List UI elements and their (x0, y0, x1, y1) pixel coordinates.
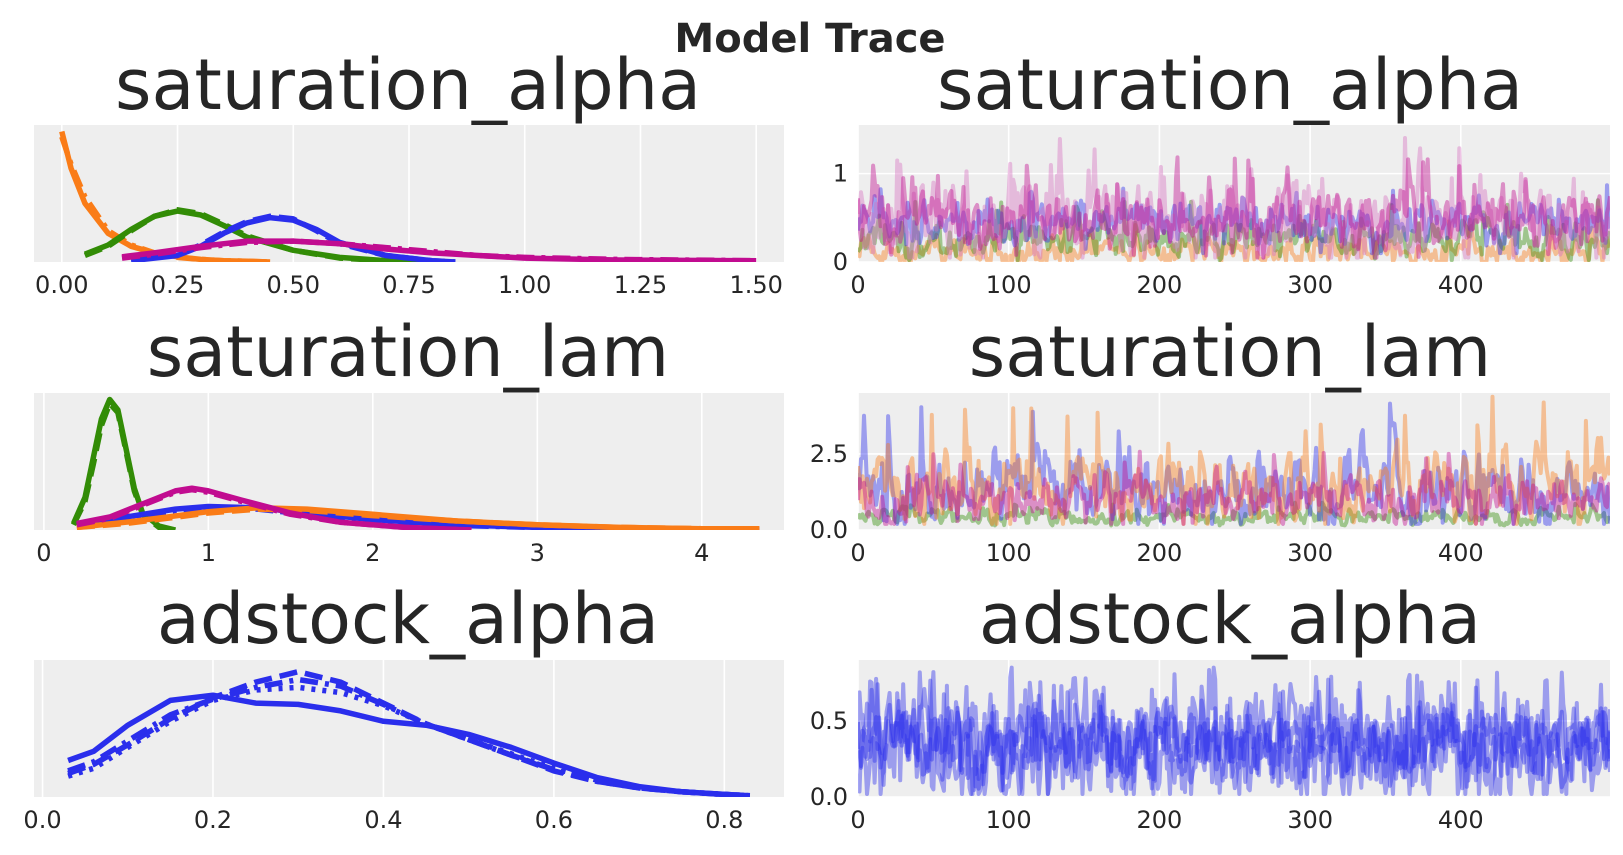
trace-orange (858, 394, 1610, 526)
panel-title-saturation-alpha-density: saturation_alpha (115, 44, 701, 126)
figure-title: Model Trace (674, 16, 945, 62)
x-tick-label: 4 (694, 539, 709, 567)
x-tick-label: 200 (1136, 271, 1182, 299)
trace-orange (858, 217, 1610, 262)
trace-pink (858, 136, 1610, 260)
x-tick-label: 1.50 (730, 271, 783, 299)
x-tick-label: 0.2 (194, 806, 232, 834)
x-tick-label: 0.0 (23, 806, 61, 834)
x-tick-label: 300 (1287, 539, 1333, 567)
x-tick-label: 200 (1136, 806, 1182, 834)
x-tick-label: 200 (1136, 539, 1182, 567)
trace-blue (858, 401, 1610, 526)
panel-title-saturation-alpha-trace: saturation_alpha (937, 44, 1523, 126)
panel-5: 0 100 200 300 400 0.0 0.5 (810, 660, 1610, 834)
x-tick-label: 0 (36, 539, 51, 567)
trace-green (858, 198, 1610, 262)
y-tick-label: 2.5 (810, 440, 848, 468)
series-group (67, 668, 751, 797)
trace-blue (858, 665, 1610, 796)
density-green-dashed (83, 207, 423, 262)
series-group (59, 130, 757, 262)
x-tick-label: 1.00 (498, 271, 551, 299)
y-tick-label: 0 (833, 248, 848, 276)
x-tick-label: 300 (1287, 271, 1333, 299)
panel-title-saturation-lam-density: saturation_lam (147, 311, 669, 393)
trace-blue (858, 670, 1610, 796)
x-tick-label: 1.25 (614, 271, 667, 299)
x-tick-label: 100 (986, 539, 1032, 567)
x-tick-label: 0.4 (364, 806, 402, 834)
series-group (858, 136, 1610, 262)
density-orange-dashed (76, 506, 760, 530)
x-tick-label: 400 (1438, 271, 1484, 299)
y-tick-label: 0.0 (810, 516, 848, 544)
x-tick-label: 0 (850, 539, 865, 567)
plot-area (34, 393, 784, 530)
y-tick-label: 0.5 (810, 707, 848, 735)
trace-blue (858, 183, 1610, 256)
panel-title-saturation-lam-trace: saturation_lam (969, 311, 1491, 393)
x-tick-label: 3 (530, 539, 545, 567)
plot-area (858, 393, 1610, 530)
x-tick-label: 0.00 (35, 271, 88, 299)
panel-1: 0 100 200 300 400 0 1 (833, 125, 1610, 299)
x-tick-label: 300 (1287, 806, 1333, 834)
panel-title-adstock-alpha-density: adstock_alpha (157, 578, 659, 660)
density-magenta-dashdot (121, 238, 757, 262)
x-tick-label: 400 (1438, 806, 1484, 834)
x-tick-label: 0.25 (151, 271, 204, 299)
x-tick-label: 0.6 (535, 806, 573, 834)
x-tick-label: 0.50 (267, 271, 320, 299)
panel-4: 0.0 0.2 0.4 0.6 0.8 (23, 660, 784, 834)
x-tick-label: 0.8 (705, 806, 743, 834)
x-tick-label: 0 (850, 806, 865, 834)
trace-magenta (858, 449, 1610, 526)
x-tick-label: 100 (986, 271, 1032, 299)
panel-0: 0.00 0.25 0.50 0.75 1.00 1.25 1.50 (34, 125, 784, 299)
x-tick-label: 1 (201, 539, 216, 567)
panel-title-adstock-alpha-trace: adstock_alpha (979, 578, 1481, 660)
plot-area (858, 125, 1610, 262)
density-blue-dashdot (67, 676, 751, 797)
x-tick-label: 100 (986, 806, 1032, 834)
x-tick-label: 0.75 (382, 271, 435, 299)
plot-area (858, 660, 1610, 797)
series-group (70, 396, 760, 530)
trace-magenta (858, 155, 1610, 260)
panel-3: 0 100 200 300 400 0.0 2.5 (810, 393, 1610, 567)
series-group (858, 665, 1610, 796)
y-tick-label: 1 (833, 160, 848, 188)
plot-area (34, 660, 784, 797)
trace-blue (858, 670, 1610, 796)
x-tick-label: 0 (850, 271, 865, 299)
density-blue-dashdot (76, 505, 760, 530)
trace-green (858, 500, 1610, 528)
y-tick-label: 0.0 (810, 783, 848, 811)
panels: 0.00 0.25 0.50 0.75 1.00 1.25 1.50 0 100 200 300 40… (23, 125, 1610, 834)
x-tick-label: 400 (1438, 539, 1484, 567)
density-magenta-dashdot (76, 486, 472, 530)
trace-blue (858, 672, 1610, 796)
panel-2: 0 1 2 3 4 (34, 393, 784, 567)
x-tick-label: 2 (365, 539, 380, 567)
series-group (858, 394, 1610, 528)
